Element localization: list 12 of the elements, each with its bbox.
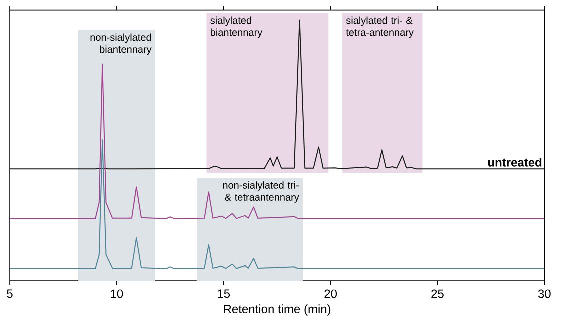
x-tick-label: 5 [7, 290, 13, 298]
x-tick-label: 15 [218, 290, 230, 298]
x-tick-label: 20 [324, 290, 338, 298]
band-label: non-sialylated tri- & tetraantennary [223, 182, 300, 203]
band-label: sialylated biantennary [210, 16, 263, 38]
series-label: untreated [488, 158, 542, 167]
x-tick-label: 10 [111, 290, 124, 298]
band-label: sialylated tri- & tetra-antennary [346, 16, 414, 38]
x-tick-label: 30 [538, 290, 551, 298]
x-axis-title: Retention time (min) [224, 304, 331, 316]
x-tick-label: 25 [432, 290, 444, 298]
band-label: non-sialylated biantennary [90, 34, 152, 56]
